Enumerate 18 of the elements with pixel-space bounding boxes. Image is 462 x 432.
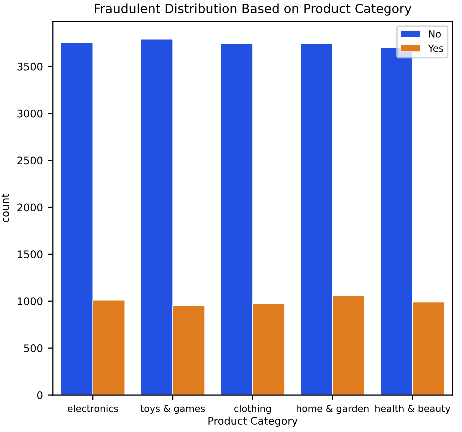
y-tick-label: 2500 xyxy=(18,156,43,165)
x-tick-label: health & beauty xyxy=(376,405,451,414)
y-tick-label: 2000 xyxy=(18,204,43,212)
legend-label: Yes xyxy=(428,44,444,52)
x-tick-label: electronics xyxy=(68,405,118,412)
y-tick-label: 1000 xyxy=(18,298,43,306)
x-tick-label: home & garden xyxy=(297,405,369,414)
legend-label: No xyxy=(429,30,442,38)
y-tick-label: 3500 xyxy=(18,62,43,71)
y-tick-label: 500 xyxy=(24,344,43,352)
x-tick-label: toys & games xyxy=(140,405,206,414)
x-tick-label: clothing xyxy=(234,405,272,414)
y-tick-label: 3000 xyxy=(18,110,43,118)
y-tick-label: 1500 xyxy=(18,250,43,259)
y-axis-title: count xyxy=(2,194,10,223)
chart-title: Fraudulent Distribution Based on Product Category xyxy=(95,4,412,16)
x-axis-title: Product Category xyxy=(208,416,298,427)
y-tick-label: 0 xyxy=(37,392,43,400)
